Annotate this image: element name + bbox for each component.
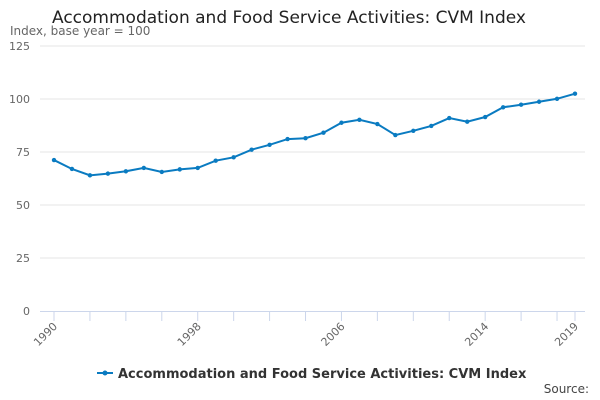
data-point bbox=[285, 136, 290, 142]
data-point bbox=[465, 119, 470, 124]
data-point bbox=[87, 173, 93, 178]
data-point bbox=[554, 96, 560, 101]
data-point bbox=[177, 167, 182, 172]
data-point bbox=[249, 147, 254, 152]
data-point bbox=[518, 102, 524, 107]
data-point bbox=[572, 91, 578, 96]
data-point bbox=[482, 114, 488, 120]
data-point bbox=[447, 115, 452, 121]
y-tick-label: 25 bbox=[16, 252, 30, 265]
data-point bbox=[267, 142, 272, 147]
data-point bbox=[339, 120, 344, 125]
data-point bbox=[321, 130, 326, 135]
legend-label: Accommodation and Food Service Activitie… bbox=[118, 367, 527, 382]
data-point bbox=[500, 105, 506, 110]
data-point bbox=[105, 171, 111, 176]
data-point bbox=[69, 166, 75, 172]
data-point bbox=[159, 169, 164, 175]
data-point bbox=[429, 123, 434, 129]
data-point bbox=[303, 136, 308, 141]
data-point bbox=[393, 132, 398, 138]
data-point bbox=[195, 165, 200, 171]
data-point bbox=[536, 99, 542, 104]
y-tick-label: 100 bbox=[9, 93, 30, 106]
y-axis-label: Index, base year = 100 bbox=[10, 24, 151, 38]
y-tick-label: 125 bbox=[9, 40, 30, 53]
data-point bbox=[213, 158, 218, 163]
x-tick-label: 2019 bbox=[552, 320, 581, 349]
series-line bbox=[53, 92, 576, 177]
source-label: Source: bbox=[543, 382, 589, 396]
y-tick-label: 75 bbox=[16, 146, 30, 159]
x-tick-label: 1998 bbox=[175, 320, 204, 349]
data-point bbox=[357, 117, 362, 122]
data-point bbox=[375, 121, 380, 127]
data-point bbox=[51, 157, 57, 163]
data-point bbox=[123, 169, 129, 174]
y-tick-label: 50 bbox=[16, 199, 30, 212]
data-point bbox=[411, 128, 416, 133]
x-tick-label: 1990 bbox=[31, 320, 60, 349]
legend-marker-icon bbox=[102, 370, 108, 376]
x-tick-label: 2014 bbox=[462, 320, 491, 349]
x-tick-label: 2006 bbox=[319, 320, 348, 349]
y-tick-label: 0 bbox=[23, 305, 30, 318]
data-point bbox=[141, 165, 147, 171]
chart-title: Accommodation and Food Service Activitie… bbox=[52, 8, 526, 28]
data-point bbox=[231, 155, 236, 160]
